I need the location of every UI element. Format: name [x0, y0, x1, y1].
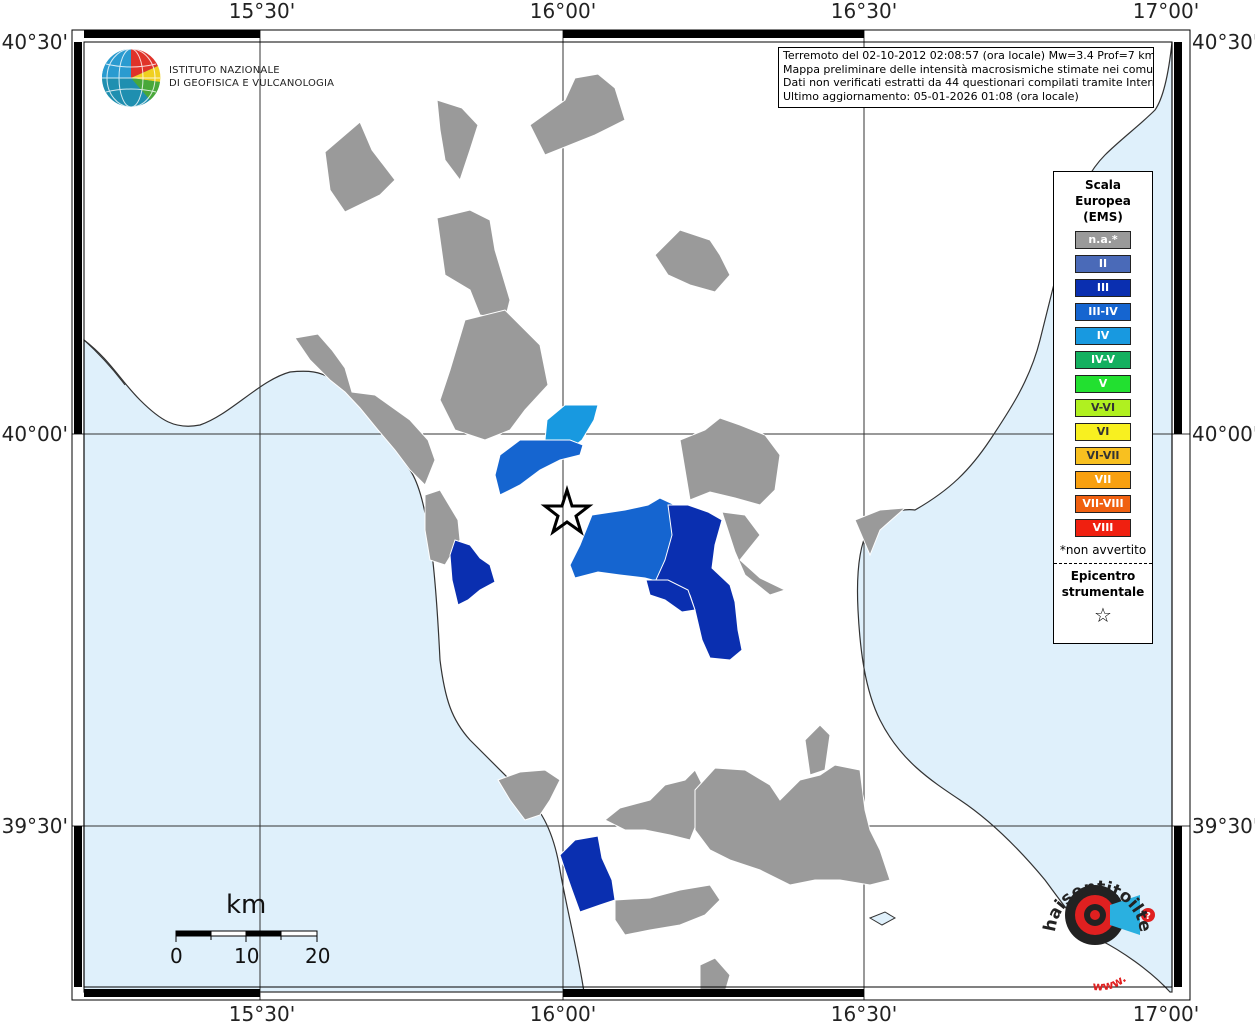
legend-note: *non avvertito [1059, 543, 1147, 557]
lat-label-right: 39°30' [1192, 814, 1255, 838]
legend-swatch: n.a.* [1075, 231, 1131, 249]
event-info-line: Ultimo aggiornamento: 05-01-2026 01:08 (… [783, 89, 1079, 103]
municipality [694, 764, 891, 886]
municipality [854, 507, 907, 557]
municipality [436, 99, 479, 182]
municipality-iii [559, 835, 616, 913]
municipality [294, 333, 436, 486]
lon-label-top: 15°30' [229, 0, 295, 23]
haisentito-www: www. [1092, 971, 1129, 993]
ingv-logo-text: ISTITUTO NAZIONALE DI GEOFISICA E VULCAN… [169, 64, 334, 90]
municipality [679, 417, 781, 506]
municipality [497, 769, 561, 821]
lon-label-bottom: 16°30' [831, 1002, 897, 1024]
scale-label: 20 [305, 944, 331, 968]
svg-text:?: ? [1145, 911, 1151, 922]
event-info-box: Terremoto del 02-10-2012 02:08:57 (ora l… [778, 47, 1154, 108]
municipalities-intensity [449, 404, 743, 913]
municipality [439, 309, 549, 441]
municipality [604, 769, 706, 841]
municipality [436, 209, 511, 321]
municipality-iii-iv [494, 439, 584, 496]
lon-label-bottom: 17°00' [1133, 1002, 1199, 1024]
legend-star-icon: ☆ [1094, 603, 1112, 627]
event-info-line: Dati non verificati estratti da 44 quest… [783, 76, 1154, 89]
legend-swatch: V [1075, 375, 1131, 393]
lon-label-top: 16°30' [831, 0, 897, 23]
legend-swatch: VI [1075, 423, 1131, 441]
legend-swatch: IV [1075, 327, 1131, 345]
legend-divider [1054, 563, 1152, 564]
lat-label-left: 40°30' [2, 30, 68, 54]
scale-bar [175, 930, 318, 942]
intensity-legend: Scala Europea (EMS) n.a.* II III III-IV IV IV… [1053, 171, 1153, 644]
municipality [804, 724, 831, 776]
lon-label-bottom: 16°00' [530, 1002, 596, 1024]
lake [868, 911, 897, 926]
legend-swatch: III [1075, 279, 1131, 297]
municipality-iii [645, 579, 696, 613]
legend-swatch: III-IV [1075, 303, 1131, 321]
scale-unit: km [226, 890, 267, 920]
svg-text:www.: www. [1092, 971, 1129, 993]
legend-swatch: VII [1075, 471, 1131, 489]
lon-label-top: 16°00' [530, 0, 596, 23]
legend-swatch: VII-VIII [1075, 495, 1131, 513]
municipality [721, 511, 787, 596]
municipality [324, 121, 396, 213]
lon-label-bottom: 15°30' [229, 1002, 295, 1024]
lat-label-right: 40°00' [1192, 422, 1255, 446]
coastline-north [83, 339, 126, 386]
scale-label: 0 [170, 944, 183, 968]
municipality-iii [449, 539, 496, 606]
lat-label-left: 39°30' [2, 814, 68, 838]
tyrrhenian-sea [83, 338, 585, 993]
municipality [529, 73, 626, 156]
lat-label-left: 40°00' [2, 422, 68, 446]
legend-swatch: II [1075, 255, 1131, 273]
lat-label-right: 40°30' [1192, 30, 1255, 54]
ingv-line1: ISTITUTO NAZIONALE [169, 65, 280, 76]
event-info-line: Mappa preliminare delle intensità macros… [783, 62, 1154, 76]
legend-epicenter-label: Epicentro strumentale [1061, 569, 1145, 599]
municipality [614, 884, 721, 936]
scale-label: 10 [234, 944, 260, 968]
ingv-logo-icon [102, 48, 161, 108]
legend-swatch: V-VI [1075, 399, 1131, 417]
event-info-line: Terremoto del 02-10-2012 02:08:57 (ora l… [783, 49, 1154, 62]
legend-swatch: IV-V [1075, 351, 1131, 369]
legend-title: Scala Europea (EMS) [1075, 178, 1131, 224]
legend-swatch: VIII [1075, 519, 1131, 537]
ingv-line2: DI GEOFISICA E VULCANOLOGIA [169, 78, 335, 89]
epicenter-star [540, 484, 594, 536]
legend-swatch: VI-VII [1075, 447, 1131, 465]
map-frame [71, 29, 1191, 1001]
lon-label-top: 17°00' [1133, 0, 1199, 23]
municipalities-na [294, 73, 907, 993]
legend-items: n.a.* II III III-IV IV IV-V V V-VI VI VI-VII VII VI… [1054, 231, 1152, 537]
municipality [654, 229, 731, 293]
